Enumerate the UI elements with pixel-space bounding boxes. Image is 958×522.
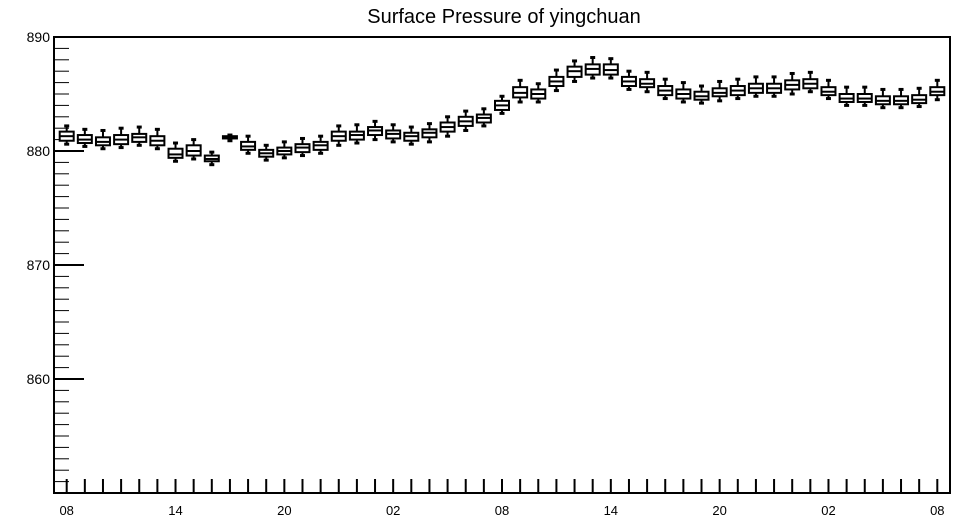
chart-title: Surface Pressure of yingchuan [367,6,641,28]
box-46 [893,87,910,110]
x-tick-label: 08 [495,503,509,518]
box-23 [475,107,492,128]
box-21 [439,115,456,138]
box-6 [167,141,184,163]
box-38 [747,75,764,98]
box-31 [620,69,637,91]
box-22 [457,109,474,132]
box-36 [711,79,728,103]
box-30 [602,57,619,80]
box-body [167,147,184,159]
y-tick-label: 880 [27,143,51,159]
box-16 [348,123,365,145]
box-14 [312,134,329,155]
box-26 [530,82,547,104]
y-tick-label: 870 [27,257,51,273]
box-44 [856,85,873,107]
x-tick-label: 14 [604,503,618,518]
box-29 [584,56,601,80]
box-27 [548,68,565,93]
box-24 [494,94,510,115]
box-33 [657,77,674,101]
box-40 [784,71,801,96]
x-tick-label: 02 [821,503,835,518]
box-39 [766,75,783,98]
box-4 [131,125,148,147]
box-11 [258,143,275,162]
x-tick-label: 20 [277,503,291,518]
box-2 [94,128,111,151]
box-0 [58,124,75,146]
box-28 [566,59,583,83]
box-41 [802,70,819,94]
box-15 [330,124,347,147]
x-tick-label: 08 [59,503,73,518]
box-series [58,56,946,167]
y-tick-label: 860 [27,371,51,387]
box-32 [639,70,656,94]
x-tick-label: 02 [386,503,400,518]
box-5 [149,127,166,151]
box-18 [385,123,402,144]
box-7 [185,138,202,161]
box-20 [421,122,438,144]
box-8 [203,150,220,167]
box-25 [512,78,529,104]
x-tick-label: 20 [712,503,726,518]
box-9 [221,133,238,143]
box-10 [240,134,257,155]
box-19 [403,125,420,146]
box-12 [276,140,293,160]
box-42 [820,78,837,101]
box-17 [367,119,384,142]
box-13 [294,136,311,158]
y-axis: 860 870 880 890 [27,29,84,483]
box-45 [874,87,891,110]
box-37 [729,77,746,101]
box-34 [675,81,692,104]
x-tick-label: 14 [168,503,182,518]
box-1 [76,127,93,148]
y-tick-label: 890 [27,29,51,45]
box-47 [911,86,928,109]
box-48 [929,78,946,102]
box-35 [693,84,710,105]
box-3 [113,126,130,150]
x-axis: 08 14 20 02 08 14 20 02 08 [59,479,945,518]
x-tick-label: 08 [930,503,944,518]
box-43 [838,85,855,107]
